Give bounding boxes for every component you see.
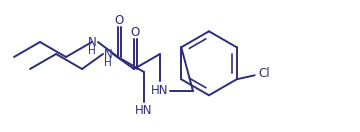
- Text: HN: HN: [135, 103, 153, 117]
- Text: N: N: [87, 36, 96, 48]
- Text: O: O: [114, 13, 123, 27]
- Text: HN: HN: [151, 84, 169, 98]
- Text: O: O: [130, 25, 140, 39]
- Text: H: H: [88, 46, 96, 56]
- Text: N: N: [104, 48, 112, 60]
- Text: H: H: [104, 58, 112, 68]
- Text: Cl: Cl: [259, 67, 270, 80]
